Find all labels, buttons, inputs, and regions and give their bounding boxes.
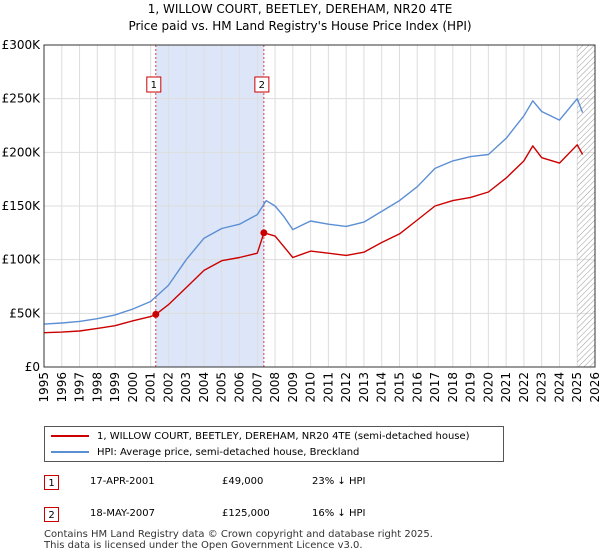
y-tick-label: £50K <box>9 306 41 320</box>
legend-item-hpi: HPI: Average price, semi-detached house,… <box>51 445 359 461</box>
chart-legend: 1, WILLOW COURT, BEETLEY, DEREHAM, NR20 … <box>44 426 504 462</box>
annotation-badge <box>146 76 162 93</box>
chart-title: 1, WILLOW COURT, BEETLEY, DEREHAM, NR20 … <box>147 2 453 16</box>
x-tick-label: 2024 <box>552 372 566 403</box>
hatched-region <box>577 45 595 367</box>
hpi-line <box>43 97 584 325</box>
legend-label-price: 1, WILLOW COURT, BEETLEY, DEREHAM, NR20 … <box>97 431 470 442</box>
x-tick-label: 2009 <box>286 372 300 403</box>
x-tick-label: 2026 <box>588 372 600 403</box>
x-tick-label: 2023 <box>535 372 549 403</box>
x-tick-label: 2020 <box>481 372 495 403</box>
x-tick-label: 2002 <box>161 372 175 403</box>
x-tick-label: 2025 <box>570 372 584 403</box>
legend-item-price: 1, WILLOW COURT, BEETLEY, DEREHAM, NR20 … <box>51 429 470 445</box>
sale-hpi-note: 16% ↓ HPI <box>312 508 366 519</box>
x-tick-label: 1998 <box>90 372 104 403</box>
sale-badge: 2 <box>44 507 59 522</box>
x-tick-label: 2018 <box>446 372 460 403</box>
x-tick-label: 2010 <box>304 372 318 403</box>
x-tick-label: 2008 <box>268 372 282 403</box>
sale-price: £49,000 <box>222 476 264 487</box>
x-tick-label: 2014 <box>375 372 389 403</box>
legend-swatch-price <box>51 435 89 437</box>
x-tick-label: 2004 <box>197 372 211 403</box>
footer-attribution: Contains HM Land Registry data © Crown c… <box>44 529 433 551</box>
plot-frame <box>43 44 596 368</box>
y-tick-label: £150K <box>2 199 42 213</box>
x-tick-label: 1997 <box>73 372 87 403</box>
price-paid-line <box>43 144 584 334</box>
sale-hpi-note: 23% ↓ HPI <box>312 476 366 487</box>
y-tick-label: £250K <box>2 92 42 106</box>
x-tick-label: 2022 <box>517 372 531 403</box>
x-tick-label: 2013 <box>357 372 371 403</box>
y-tick-label: £200K <box>2 145 42 159</box>
x-tick-label: 2021 <box>499 372 513 403</box>
x-tick-label: 1996 <box>55 372 69 403</box>
y-tick-label: £0 <box>25 360 40 374</box>
annotation-badge-label: 2 <box>259 80 265 91</box>
legend-swatch-hpi <box>51 451 89 453</box>
sale-badge: 1 <box>44 475 59 490</box>
legend-label-hpi: HPI: Average price, semi-detached house,… <box>97 447 360 458</box>
sale-date: 18-MAY-2007 <box>90 508 156 519</box>
sale-price: £125,000 <box>222 508 270 519</box>
x-tick-label: 2016 <box>410 372 424 403</box>
x-tick-label: 1995 <box>37 372 51 403</box>
x-tick-label: 2006 <box>233 372 247 403</box>
x-tick-label: 2001 <box>144 372 158 403</box>
chart-title-block: 1, WILLOW COURT, BEETLEY, DEREHAM, NR20 … <box>0 1 600 35</box>
x-tick-label: 2005 <box>215 372 229 403</box>
x-tick-label: 2003 <box>179 372 193 403</box>
chart-plot: £0 £50K £100K £150K £200K £250K £300K 1995 1996… <box>2 38 600 403</box>
annotation-badge-label: 1 <box>151 80 157 91</box>
x-tick-label: 2007 <box>250 372 264 403</box>
y-tick-label: £300K <box>2 38 42 52</box>
y-tick-label: £100K <box>2 253 42 267</box>
x-tick-label: 2011 <box>321 372 335 403</box>
x-tick-label: 2015 <box>392 372 406 403</box>
x-tick-label: 2019 <box>464 372 478 403</box>
x-tick-label: 1999 <box>108 372 122 403</box>
sale-point <box>260 229 268 237</box>
x-tick-label: 2000 <box>126 372 140 403</box>
chart-subtitle: Price paid vs. HM Land Registry's House … <box>128 19 472 33</box>
sale-date: 17-APR-2001 <box>90 476 155 487</box>
sale-point <box>152 310 160 318</box>
x-tick-label: 2012 <box>339 372 353 403</box>
footer-line-1: Contains HM Land Registry data © Crown c… <box>44 529 433 540</box>
footer-line-2: This data is licensed under the Open Gov… <box>44 540 363 551</box>
annotation-badge <box>254 76 270 93</box>
x-tick-label: 2017 <box>428 372 442 403</box>
